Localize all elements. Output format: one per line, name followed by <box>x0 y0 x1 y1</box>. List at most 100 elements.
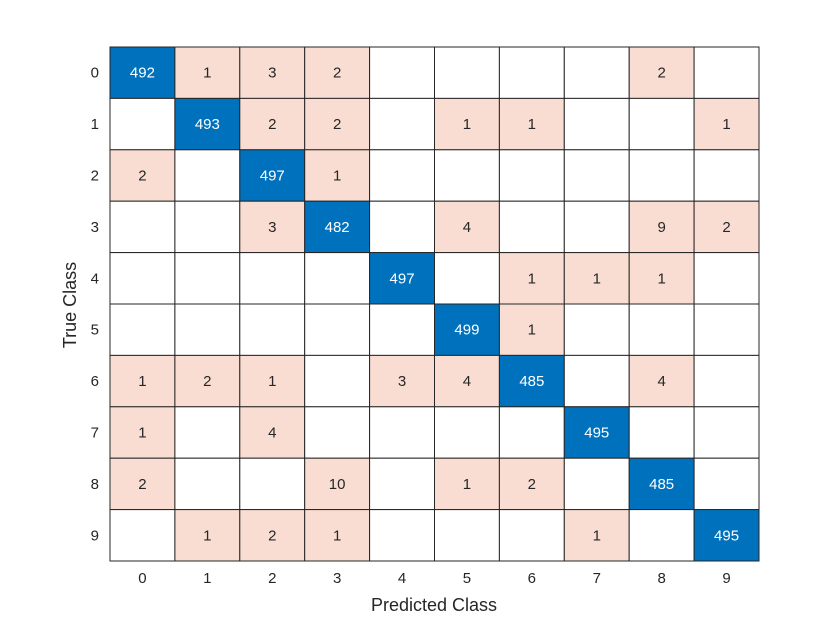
cell-r3-c4 <box>369 200 436 254</box>
y-tick-label: 9 <box>91 527 99 544</box>
cell-value-r9-c1: 1 <box>203 527 211 544</box>
cell-r9-c5 <box>434 509 500 562</box>
cell-r5-c9 <box>693 303 760 356</box>
cell-value-r6-c0: 1 <box>138 373 146 390</box>
cell-r4-c0 <box>109 252 176 305</box>
x-tick-label: 2 <box>268 570 276 587</box>
cell-r7-c3 <box>304 406 371 459</box>
cell-r9-c9 <box>693 509 760 562</box>
cell-r9-c0 <box>109 509 176 562</box>
cell-r7-c4 <box>369 406 436 459</box>
x-tick-label: 7 <box>593 570 601 587</box>
cell-r4-c5 <box>434 252 500 305</box>
cell-value-r8-c5: 1 <box>463 476 471 493</box>
cell-value-r1-c2: 2 <box>268 116 276 133</box>
cell-r2-c9 <box>693 149 760 202</box>
cell-value-r5-c6: 1 <box>528 322 536 339</box>
cell-r1-c7 <box>563 97 630 151</box>
y-tick-label: 6 <box>91 373 99 390</box>
cell-value-r0-c8: 2 <box>657 65 665 82</box>
cell-r6-c6 <box>498 354 565 408</box>
cell-r1-c3 <box>304 97 371 151</box>
cell-r1-c8 <box>628 97 695 151</box>
cell-r5-c8 <box>628 303 695 356</box>
cell-value-r9-c2: 2 <box>268 527 276 544</box>
cell-value-r7-c7: 495 <box>584 425 609 442</box>
cell-r8-c4 <box>369 457 436 511</box>
cell-r2-c3 <box>304 149 371 202</box>
cell-value-r4-c6: 1 <box>528 270 536 287</box>
cell-value-r8-c8: 485 <box>649 476 674 493</box>
cell-r0-c1 <box>174 46 241 99</box>
cell-value-r9-c9: 495 <box>714 527 739 544</box>
cell-value-r3-c2: 3 <box>268 219 276 236</box>
cell-r1-c1 <box>174 97 241 151</box>
cell-r6-c7 <box>563 354 630 408</box>
cell-r4-c9 <box>693 252 760 305</box>
y-tick-labels: 0 1 2 3 4 5 6 7 8 9 <box>91 65 99 545</box>
cell-value-r6-c6: 485 <box>519 373 544 390</box>
cell-r9-c6 <box>498 509 565 562</box>
x-tick-label: 0 <box>138 570 146 587</box>
cell-value-r2-c3: 1 <box>333 168 341 185</box>
cell-r6-c3 <box>304 354 371 408</box>
y-tick-label: 7 <box>91 425 99 442</box>
cell-value-r6-c1: 2 <box>203 373 211 390</box>
x-tick-label: 3 <box>333 570 341 587</box>
cell-value-r6-c2: 1 <box>268 373 276 390</box>
cell-r3-c5 <box>434 200 500 254</box>
cell-r4-c8 <box>628 252 695 305</box>
cell-r3-c9 <box>693 200 760 254</box>
cell-value-r0-c3: 2 <box>333 65 341 82</box>
cell-r5-c0 <box>109 303 176 356</box>
cell-r0-c0 <box>109 46 176 99</box>
cell-r8-c2 <box>239 457 306 511</box>
cell-value-r1-c3: 2 <box>333 116 341 133</box>
cell-value-r3-c5: 4 <box>463 219 471 236</box>
cell-value-r9-c3: 1 <box>333 527 341 544</box>
cell-value-r8-c6: 2 <box>528 476 536 493</box>
cell-r5-c6 <box>498 303 565 356</box>
cell-r4-c1 <box>174 252 241 305</box>
cell-r4-c4 <box>369 252 436 305</box>
cell-r1-c6 <box>498 97 565 151</box>
y-axis-label: True Class <box>60 262 80 348</box>
cell-r5-c3 <box>304 303 371 356</box>
x-tick-label: 5 <box>463 570 471 587</box>
cell-r2-c5 <box>434 149 500 202</box>
cell-value-r0-c1: 1 <box>203 65 211 82</box>
cell-value-r2-c2: 497 <box>260 168 285 185</box>
cell-value-r3-c3: 482 <box>325 219 350 236</box>
cell-r2-c8 <box>628 149 695 202</box>
y-tick-label: 4 <box>91 270 99 287</box>
x-axis-label: Predicted Class <box>371 595 497 615</box>
cell-r8-c9 <box>693 457 760 511</box>
cell-r8-c0 <box>109 457 176 511</box>
cell-value-r7-c0: 1 <box>138 425 146 442</box>
cell-r8-c3 <box>304 457 371 511</box>
cell-r5-c2 <box>239 303 306 356</box>
y-tick-label: 1 <box>91 116 99 133</box>
cell-r8-c8 <box>628 457 695 511</box>
cell-value-r2-c0: 2 <box>138 168 146 185</box>
cell-r2-c6 <box>498 149 565 202</box>
cell-r8-c7 <box>563 457 630 511</box>
cell-r8-c6 <box>498 457 565 511</box>
cell-r4-c7 <box>563 252 630 305</box>
cell-r3-c1 <box>174 200 241 254</box>
cell-r1-c9 <box>693 97 760 151</box>
cell-value-r1-c1: 493 <box>195 116 220 133</box>
x-tick-label: 6 <box>528 570 536 587</box>
x-tick-label: 1 <box>203 570 211 587</box>
cell-value-r1-c6: 1 <box>528 116 536 133</box>
cell-r8-c1 <box>174 457 241 511</box>
cell-r3-c7 <box>563 200 630 254</box>
y-tick-label: 0 <box>91 65 99 82</box>
cell-r7-c8 <box>628 406 695 459</box>
cell-r3-c3 <box>304 200 371 254</box>
cell-r5-c1 <box>174 303 241 356</box>
cell-r0-c9 <box>693 46 760 99</box>
cell-r6-c9 <box>693 354 760 408</box>
cell-r9-c2 <box>239 509 306 562</box>
